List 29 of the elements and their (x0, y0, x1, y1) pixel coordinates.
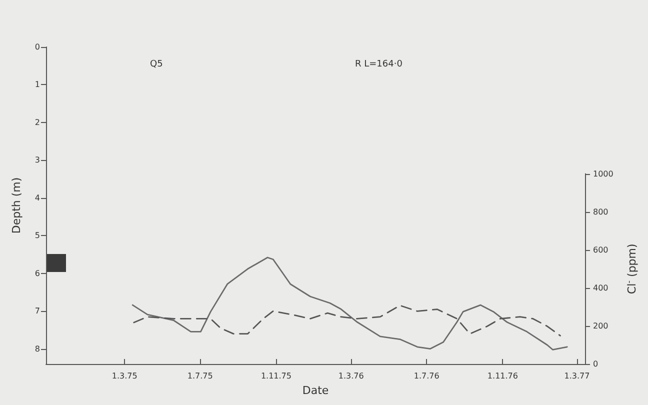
x-tick-label: 1.7.76 (414, 372, 440, 380)
y-tick-label: 1 (34, 80, 40, 90)
y2-tick-label: 400 (593, 283, 608, 292)
y2-tick-label: 800 (593, 207, 608, 216)
y-tick-label: 7 (34, 306, 40, 316)
x-tick-label: 1.3.76 (338, 372, 364, 380)
annotation: Q5 (150, 60, 163, 70)
x-tick-label: 1.3.77 (564, 372, 590, 380)
y2-tick-label: 200 (593, 321, 608, 330)
x-axis-title: Date (302, 384, 329, 397)
y2-tick-label: 0 (593, 360, 598, 368)
x-tick-label: 1.3.75 (112, 372, 138, 380)
y-tick-label: 5 (34, 231, 40, 240)
y-tick-label: 3 (34, 156, 40, 165)
y2-axis-title: Cl- (ppm) (624, 244, 638, 294)
y-tick-label: 2 (34, 118, 40, 127)
y-tick-label: 8 (34, 344, 40, 354)
y-axis-title: Depth (m) (10, 177, 23, 234)
x-tick-label: 1.11.75 (260, 372, 292, 380)
line-series (133, 304, 561, 336)
x-tick-label: 1.7.75 (187, 372, 213, 380)
y-tick-label: 6 (34, 268, 40, 278)
x-tick-label: 1.11.76 (487, 372, 518, 380)
y2-tick-label: 600 (593, 245, 608, 254)
y-tick-label: 0 (34, 42, 40, 52)
y2-tick-label: 1000 (593, 169, 614, 178)
annotation: R L=164·0 (355, 60, 403, 70)
line-series (132, 256, 568, 350)
y-tick-label: 4 (34, 193, 40, 202)
